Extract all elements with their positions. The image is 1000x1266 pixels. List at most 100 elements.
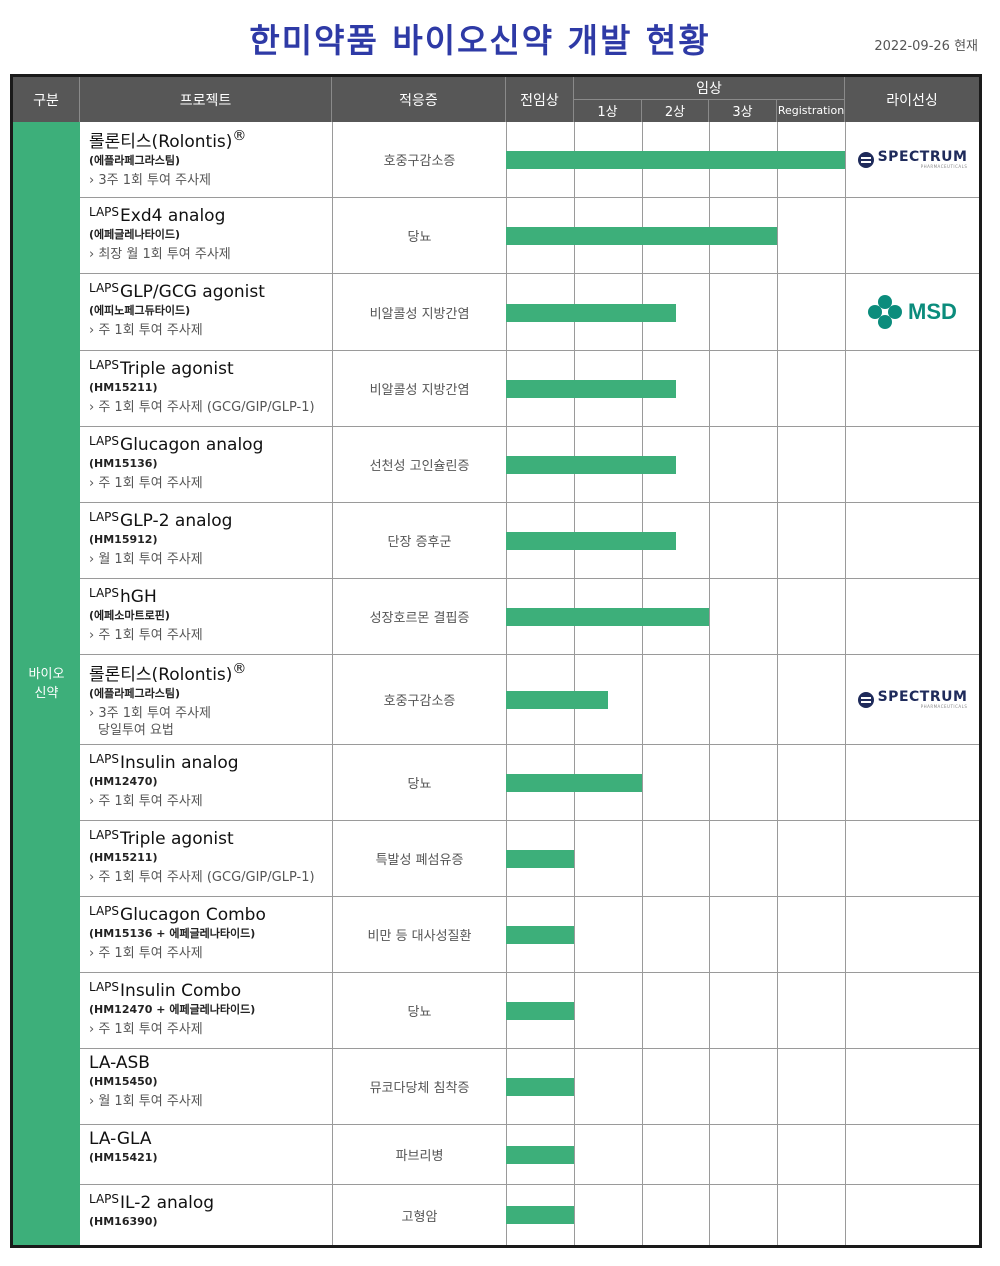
progress-bar bbox=[506, 691, 608, 709]
table-row: LAPSGlucagon analog (HM15136) › 주 1회 투여 주사… bbox=[80, 427, 979, 503]
project-note: › 월 1회 투여 주사제 bbox=[89, 1094, 203, 1109]
header-category: 구분 bbox=[13, 77, 80, 122]
project-prefix: LAPS bbox=[89, 752, 120, 766]
project-cell: LAPSIL-2 analog (HM16390) bbox=[80, 1185, 332, 1245]
project-code: (에플라페그라스팀) bbox=[89, 154, 181, 167]
stage-cell bbox=[573, 821, 642, 896]
indication-cell: 고형암 bbox=[332, 1185, 506, 1245]
project-prefix: LAPS bbox=[89, 281, 120, 295]
stage-cell bbox=[641, 745, 710, 820]
stage-cell bbox=[777, 821, 845, 896]
project-code: (HM16390) bbox=[89, 1215, 158, 1228]
stage-cell bbox=[709, 745, 777, 820]
project-name: LAPSGlucagon analog bbox=[89, 431, 332, 455]
table-row: LAPSGLP/GCG agonist (에피노페그듀타이드) › 주 1회 투여 … bbox=[80, 274, 979, 351]
project-code: (에피노페그듀타이드) bbox=[89, 304, 191, 317]
project-note: › 주 1회 투여 주사제 (GCG/GIP/GLP-1) bbox=[89, 400, 315, 415]
stage-cell bbox=[777, 655, 845, 744]
indication-text: 호중구감소증 bbox=[383, 694, 456, 709]
stage-cell bbox=[573, 1185, 642, 1245]
stage-cell bbox=[777, 579, 845, 654]
license-cell bbox=[845, 1185, 979, 1245]
project-prefix: LAPS bbox=[89, 980, 120, 994]
header-preclinical-label: 전임상 bbox=[520, 92, 559, 109]
progress-bar bbox=[506, 151, 845, 169]
stage-cell bbox=[777, 1125, 845, 1184]
project-note: › 월 1회 투여 주사제 bbox=[89, 552, 203, 567]
project-code: (HM12470 + 에페글레나타이드) bbox=[89, 1003, 256, 1016]
indication-cell: 호중구감소증 bbox=[332, 655, 506, 744]
indication-text: 고형암 bbox=[401, 1209, 438, 1225]
project-name: LA-GLA bbox=[89, 1129, 332, 1149]
indication-text: 파브리병 bbox=[395, 1149, 444, 1164]
progress-bar bbox=[506, 1002, 574, 1020]
project-name-text: hGH bbox=[120, 587, 157, 607]
progress-bar bbox=[506, 850, 574, 868]
indication-text: 당뇨 bbox=[407, 1005, 432, 1020]
table-row: LA-ASB (HM15450) › 월 1회 투여 주사제 뮤코다당체 침착증 bbox=[80, 1049, 979, 1125]
indication-text: 호중구감소증 bbox=[383, 154, 456, 169]
project-prefix: LAPS bbox=[89, 205, 120, 219]
category-text: 바이오 신약 bbox=[28, 666, 65, 701]
progress-bar bbox=[506, 303, 676, 322]
stage-cell bbox=[777, 503, 845, 578]
project-note: 당일투여 요법 bbox=[98, 723, 174, 738]
stage-cell bbox=[709, 1049, 777, 1124]
project-cell: LAPSGLP/GCG agonist (에피노페그듀타이드) › 주 1회 투여 … bbox=[80, 274, 332, 350]
project-code: (HM15211) bbox=[89, 381, 158, 394]
project-prefix: LAPS bbox=[89, 434, 120, 448]
indication-text: 비알콜성 지방간염 bbox=[369, 383, 470, 398]
project-name: LAPSIL-2 analog bbox=[89, 1189, 332, 1213]
indication-cell: 성장호르몬 결핍증 bbox=[332, 579, 506, 654]
table-row: 롤론티스(Rolontis)® (에플라페그라스팀) › 3주 1회 투여 주사제 호… bbox=[80, 122, 979, 198]
spectrum-logo-subtext: PHARMACEUTICALS bbox=[920, 704, 968, 709]
project-cell: LAPSTriple agonist (HM15211) › 주 1회 투여 주사제… bbox=[80, 821, 332, 896]
table-row: LAPSInsulin Combo (HM12470 + 에페글레나타이드) › 주… bbox=[80, 973, 979, 1049]
spectrum-logo-text: SPECTRUM bbox=[877, 149, 968, 165]
project-name-text: Glucagon analog bbox=[120, 435, 264, 455]
project-name: LAPSInsulin Combo bbox=[89, 977, 332, 1001]
license-cell bbox=[845, 1125, 979, 1184]
project-name: LAPSTriple agonist bbox=[89, 355, 332, 379]
progress-bar bbox=[506, 1206, 574, 1224]
project-name: LAPSGLP/GCG agonist bbox=[89, 278, 332, 302]
indication-cell: 선천성 고인슐린증 bbox=[332, 427, 506, 502]
stage-cell bbox=[641, 1049, 710, 1124]
progress-bar bbox=[506, 774, 642, 792]
indication-text: 특발성 폐섬유증 bbox=[375, 853, 464, 868]
indication-text: 비알콜성 지방간염 bbox=[369, 306, 470, 322]
project-name-text: Glucagon Combo bbox=[120, 905, 266, 925]
header-phase3: 3상 bbox=[709, 99, 777, 122]
stage-cell bbox=[709, 503, 777, 578]
project-name: 롤론티스(Rolontis)® bbox=[89, 659, 332, 685]
msd-logo-text: MSD bbox=[908, 299, 957, 324]
stage-cell bbox=[709, 351, 777, 426]
indication-cell: 특발성 폐섬유증 bbox=[332, 821, 506, 896]
project-name-text: Triple agonist bbox=[120, 359, 234, 379]
indication-cell: 당뇨 bbox=[332, 973, 506, 1048]
project-code: (HM12470) bbox=[89, 775, 158, 788]
project-name-text: GLP-2 analog bbox=[120, 511, 233, 531]
registered-mark: ® bbox=[232, 661, 247, 677]
project-prefix: LAPS bbox=[89, 828, 120, 842]
indication-cell: 비알콜성 지방간염 bbox=[332, 274, 506, 350]
spectrum-logo-text: SPECTRUM bbox=[877, 689, 968, 705]
spectrum-logo-icon: SPECTRUM PHARMACEUTICALS bbox=[857, 149, 968, 169]
progress-bar bbox=[506, 227, 778, 245]
indication-cell: 뮤코다당체 침착증 bbox=[332, 1049, 506, 1124]
indication-cell: 비알콜성 지방간염 bbox=[332, 351, 506, 426]
table-row: LAPSInsulin analog (HM12470) › 주 1회 투여 주사제… bbox=[80, 745, 979, 821]
project-cell: LAPSInsulin analog (HM12470) › 주 1회 투여 주사제 bbox=[80, 745, 332, 820]
table-row: LAPSGLP-2 analog (HM15912) › 월 1회 투여 주사제 단장… bbox=[80, 503, 979, 579]
project-cell: LAPSTriple agonist (HM15211) › 주 1회 투여 주사제… bbox=[80, 351, 332, 426]
project-code: (HM15450) bbox=[89, 1075, 158, 1088]
project-name-text: LA-ASB bbox=[89, 1053, 150, 1073]
project-code: (에페소마트로핀) bbox=[89, 609, 170, 622]
project-code: (HM15421) bbox=[89, 1151, 158, 1164]
project-cell: LAPSGlucagon Combo (HM15136 + 에페글레나타이드) › … bbox=[80, 897, 332, 972]
stage-cell bbox=[777, 973, 845, 1048]
project-note: › 주 1회 투여 주사제 bbox=[89, 946, 203, 961]
project-code: (HM15136 + 에페글레나타이드) bbox=[89, 927, 256, 940]
project-name-text: GLP/GCG agonist bbox=[120, 282, 265, 302]
table-row: LAPSExd4 analog (에페글레나타이드) › 최장 월 1회 투여 주사… bbox=[80, 198, 979, 274]
